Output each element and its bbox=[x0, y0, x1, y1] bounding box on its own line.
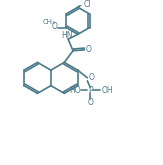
Text: O: O bbox=[88, 73, 94, 82]
Text: CH₃: CH₃ bbox=[42, 19, 55, 25]
Text: O: O bbox=[86, 45, 91, 54]
Text: OH: OH bbox=[102, 86, 113, 95]
Text: HN: HN bbox=[61, 31, 73, 40]
Text: HO: HO bbox=[69, 86, 81, 95]
Text: O: O bbox=[52, 22, 58, 31]
Text: P: P bbox=[88, 86, 93, 95]
Text: O: O bbox=[87, 98, 93, 107]
Text: Cl: Cl bbox=[84, 0, 91, 9]
